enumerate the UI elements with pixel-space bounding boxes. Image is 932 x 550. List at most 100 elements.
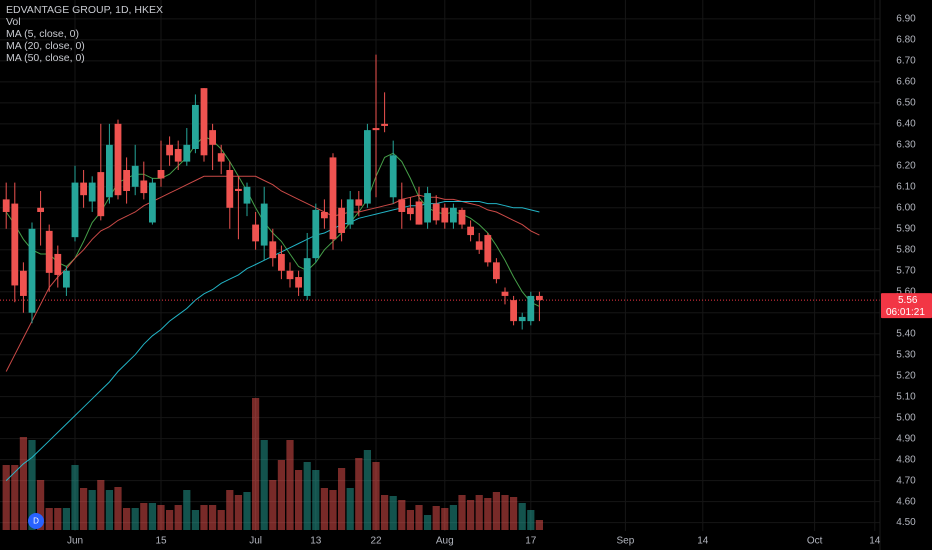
candle-body bbox=[20, 270, 27, 296]
y-tick-label: 6.00 bbox=[896, 202, 916, 213]
volume-bar bbox=[80, 488, 88, 530]
volume-bar bbox=[209, 505, 217, 530]
volume-bar bbox=[260, 440, 268, 530]
volume-bar bbox=[105, 490, 113, 530]
volume-bar bbox=[346, 488, 354, 530]
candle-body bbox=[338, 207, 345, 233]
volume-bar bbox=[123, 508, 131, 530]
candle-body bbox=[269, 241, 277, 259]
candle-body bbox=[295, 277, 302, 288]
x-tick-label: 14 bbox=[697, 536, 709, 547]
candle-body bbox=[381, 123, 388, 126]
y-tick-label: 5.20 bbox=[896, 370, 916, 381]
y-tick-label: 5.10 bbox=[896, 391, 916, 402]
volume-bar bbox=[458, 495, 466, 530]
candle-body bbox=[114, 123, 122, 196]
candle-body bbox=[364, 130, 371, 204]
volume-bar bbox=[424, 515, 432, 530]
candle-body bbox=[441, 207, 449, 223]
x-tick-label: 22 bbox=[370, 536, 382, 547]
volume-bar bbox=[191, 510, 199, 530]
volume-bar bbox=[88, 490, 96, 530]
countdown-label: 06:01:21 bbox=[886, 307, 925, 318]
volume-bar bbox=[381, 495, 389, 530]
candle-body bbox=[467, 226, 474, 236]
candle-body bbox=[415, 201, 423, 225]
candle-body bbox=[63, 270, 70, 288]
x-tick-label: Oct bbox=[807, 536, 823, 547]
candle-body bbox=[493, 262, 500, 280]
volume-bar bbox=[372, 462, 380, 530]
volume-bar bbox=[166, 510, 174, 530]
x-tick-label: 13 bbox=[310, 536, 322, 547]
x-tick-label: Jun bbox=[67, 536, 83, 547]
candle-body bbox=[475, 241, 483, 250]
volume-bar bbox=[114, 487, 122, 530]
candle-body bbox=[243, 186, 251, 204]
candle-body bbox=[398, 199, 406, 212]
last-price-tag bbox=[881, 293, 932, 319]
badge-circle[interactable] bbox=[28, 513, 44, 529]
candle-body bbox=[260, 203, 268, 246]
candle-body bbox=[88, 182, 96, 202]
x-tick-label: 14 bbox=[869, 536, 881, 547]
volume-bar bbox=[148, 503, 156, 530]
volume-bar bbox=[97, 480, 105, 530]
volume-bar bbox=[157, 505, 165, 530]
y-tick-label: 6.20 bbox=[896, 160, 916, 171]
volume-bar bbox=[518, 503, 526, 530]
candle-body bbox=[149, 182, 156, 223]
y-tick-label: 4.50 bbox=[896, 517, 916, 528]
y-tick-label: 6.70 bbox=[896, 56, 916, 67]
y-tick-label: 5.00 bbox=[896, 412, 916, 423]
volume-bar bbox=[234, 495, 242, 530]
volume-bar bbox=[320, 488, 328, 530]
y-tick-label: 4.90 bbox=[896, 433, 916, 444]
volume-bar bbox=[432, 506, 440, 530]
candle-body bbox=[303, 258, 311, 296]
candle-body bbox=[450, 207, 457, 223]
badge-label[interactable]: D bbox=[33, 517, 39, 526]
volume-bar bbox=[295, 470, 303, 530]
y-tick-label: 5.60 bbox=[896, 286, 916, 297]
candles bbox=[2, 54, 543, 330]
candle-body bbox=[321, 211, 328, 219]
volume-bar bbox=[363, 450, 371, 530]
volume-bar bbox=[286, 440, 294, 530]
legend-label: MA (20, close, 0) bbox=[6, 40, 85, 52]
candle-body bbox=[407, 207, 414, 215]
volume-bar bbox=[28, 440, 36, 530]
volume-bar bbox=[54, 508, 62, 530]
y-tick-label: 6.10 bbox=[896, 181, 916, 192]
y-tick-label: 5.90 bbox=[896, 223, 916, 234]
y-tick-label: 4.60 bbox=[896, 496, 916, 507]
candle-body bbox=[217, 153, 225, 162]
volume-pane bbox=[2, 398, 543, 530]
volume-bar bbox=[475, 495, 483, 530]
y-tick-label: 5.70 bbox=[896, 265, 916, 276]
candle-body bbox=[501, 291, 509, 296]
volume-bar bbox=[303, 462, 311, 530]
volume-bar bbox=[441, 508, 449, 530]
y-tick-label: 5.40 bbox=[896, 328, 916, 339]
x-tick-label: Aug bbox=[436, 536, 454, 547]
candle-body bbox=[424, 193, 431, 223]
y-tick-label: 5.30 bbox=[896, 349, 916, 360]
candle-body bbox=[518, 316, 526, 322]
candle-body bbox=[432, 203, 440, 221]
volume-bar bbox=[312, 470, 320, 530]
volume-legend: Vol bbox=[6, 16, 21, 28]
volume-bar bbox=[174, 505, 182, 530]
volume-bar bbox=[277, 460, 285, 530]
y-tick-label: 4.80 bbox=[896, 454, 916, 465]
y-tick-label: 6.30 bbox=[896, 139, 916, 150]
candle-body bbox=[123, 170, 130, 191]
candle-body bbox=[458, 209, 466, 225]
volume-bar bbox=[269, 480, 277, 530]
candle-body bbox=[106, 144, 113, 198]
y-tick-label: 5.80 bbox=[896, 244, 916, 255]
x-tick-label: Sep bbox=[617, 536, 635, 547]
candle-body bbox=[183, 144, 191, 162]
